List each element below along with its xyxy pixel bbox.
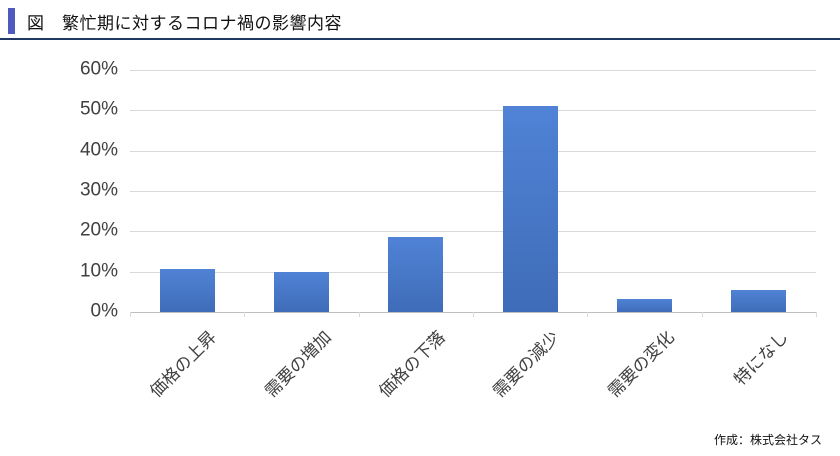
bar-1 [274,271,329,312]
y-axis-tick-label: 40% [79,139,118,161]
chart-header: 図 繁忙期に対するコロナ禍の影響内容 [0,0,840,40]
gridline [130,110,816,112]
bar-2 [388,236,444,312]
y-axis-tick-label: 10% [79,260,118,282]
bar-chart: 0% 10% 20% 30% 40% 50% 60% 価格の上昇 需要の増加 価格の下落 需要の減少… [0,42,840,456]
x-axis-boundary-tick [358,312,360,317]
x-axis-boundary-tick [244,312,246,317]
x-axis-boundary-tick [130,312,131,317]
x-axis-boundary-tick [816,312,817,317]
plot-area: 0% 10% 20% 30% 40% 50% 60% 価格の上昇 需要の増加 価格の下落 需要の減少… [80,59,817,401]
x-axis-category-label: 価格の上昇 [146,327,221,402]
y-axis-tick-label: 20% [79,219,118,241]
bar-4 [617,299,672,312]
gridline [130,191,816,192]
x-axis-boundary-tick [473,312,474,317]
gridline [130,70,816,71]
bar-5 [731,289,787,312]
y-axis-tick-label: 30% [79,179,118,201]
bar-3 [502,106,558,312]
gridline [130,271,816,273]
credit-text: 作成：株式会社タス [713,433,822,447]
y-axis-tick-label: 60% [79,58,118,80]
x-axis-boundary-tick [701,312,703,317]
gridline [130,231,816,233]
y-axis-tick-label: 50% [79,98,118,120]
x-axis-boundary-tick [587,312,589,317]
y-axis-tick-label: 0% [90,300,118,322]
title-accent-bar [8,8,15,34]
bar-0 [159,268,215,312]
gridline [130,150,816,152]
chart-title: 図 繁忙期に対するコロナ禍の影響内容 [27,13,342,33]
